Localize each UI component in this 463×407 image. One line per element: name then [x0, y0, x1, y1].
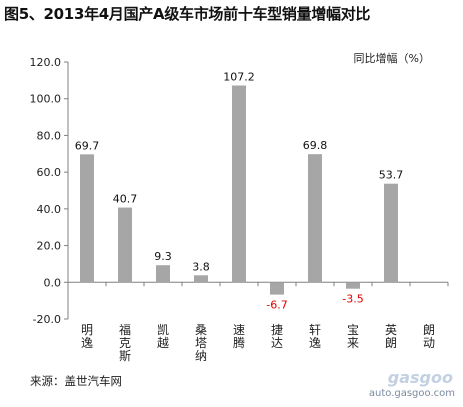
bar [156, 265, 170, 283]
x-tick-label: 斯 [119, 349, 131, 363]
x-tick-label: 明 [81, 323, 93, 337]
watermark-url: auto.gasgoo.com [368, 388, 455, 399]
data-label: 53.7 [379, 169, 404, 182]
x-tick-label: 克 [119, 336, 131, 350]
bar [232, 85, 246, 283]
x-tick-label: 塔 [195, 336, 207, 350]
x-tick-label: 宝 [347, 323, 359, 337]
bar [194, 275, 208, 283]
bar [346, 282, 360, 289]
y-tick-label: 40.0 [37, 203, 62, 216]
bar [308, 154, 322, 283]
x-tick-label: 动 [423, 336, 435, 350]
y-tick-label: -20.0 [33, 313, 61, 326]
x-tick-label: 速 [233, 323, 245, 337]
bar [118, 207, 132, 283]
x-tick-label: 捷 [271, 323, 283, 337]
x-tick-label: 逸 [81, 336, 93, 350]
legend-label: 同比增幅（%） [354, 51, 430, 65]
data-label: 69.8 [303, 139, 328, 152]
x-tick-label: 轩 [309, 323, 321, 337]
data-label: -6.7 [266, 299, 287, 312]
x-tick-label: 纳 [195, 349, 207, 363]
data-label: 107.2 [223, 70, 255, 83]
bar [270, 282, 284, 295]
x-tick-label: 达 [271, 336, 283, 350]
data-label: 40.7 [113, 193, 138, 206]
x-tick-label: 凯 [157, 323, 169, 337]
bar [384, 183, 398, 283]
x-tick-label: 福 [119, 322, 131, 337]
y-tick-label: 120.0 [30, 56, 62, 69]
x-tick-label: 朗 [423, 323, 435, 337]
chart-title: 图5、2013年4月国产A级车市场前十车型销量增幅对比 [4, 5, 371, 23]
y-tick-label: 20.0 [37, 240, 62, 253]
x-tick-label: 来 [347, 336, 359, 350]
watermark-logo: gasgoo [387, 368, 453, 387]
x-tick-label: 朗 [385, 336, 397, 350]
x-tick-label: 英 [385, 323, 397, 337]
y-tick-label: 100.0 [30, 93, 62, 106]
data-label: 69.7 [75, 139, 100, 152]
data-label: 9.3 [154, 250, 172, 263]
y-tick-label: 80.0 [37, 129, 62, 142]
x-tick-label: 越 [157, 336, 169, 350]
y-tick-label: 60.0 [37, 166, 62, 179]
y-tick-label: 0.0 [44, 276, 62, 289]
x-tick-label: 腾 [233, 335, 245, 350]
data-label: -3.5 [342, 293, 363, 306]
bar [80, 154, 94, 283]
data-label: 3.8 [192, 260, 210, 273]
x-tick-label: 桑 [195, 323, 207, 337]
x-tick-label: 逸 [309, 336, 321, 350]
source-note: 来源：盖世汽车网 [30, 374, 122, 388]
